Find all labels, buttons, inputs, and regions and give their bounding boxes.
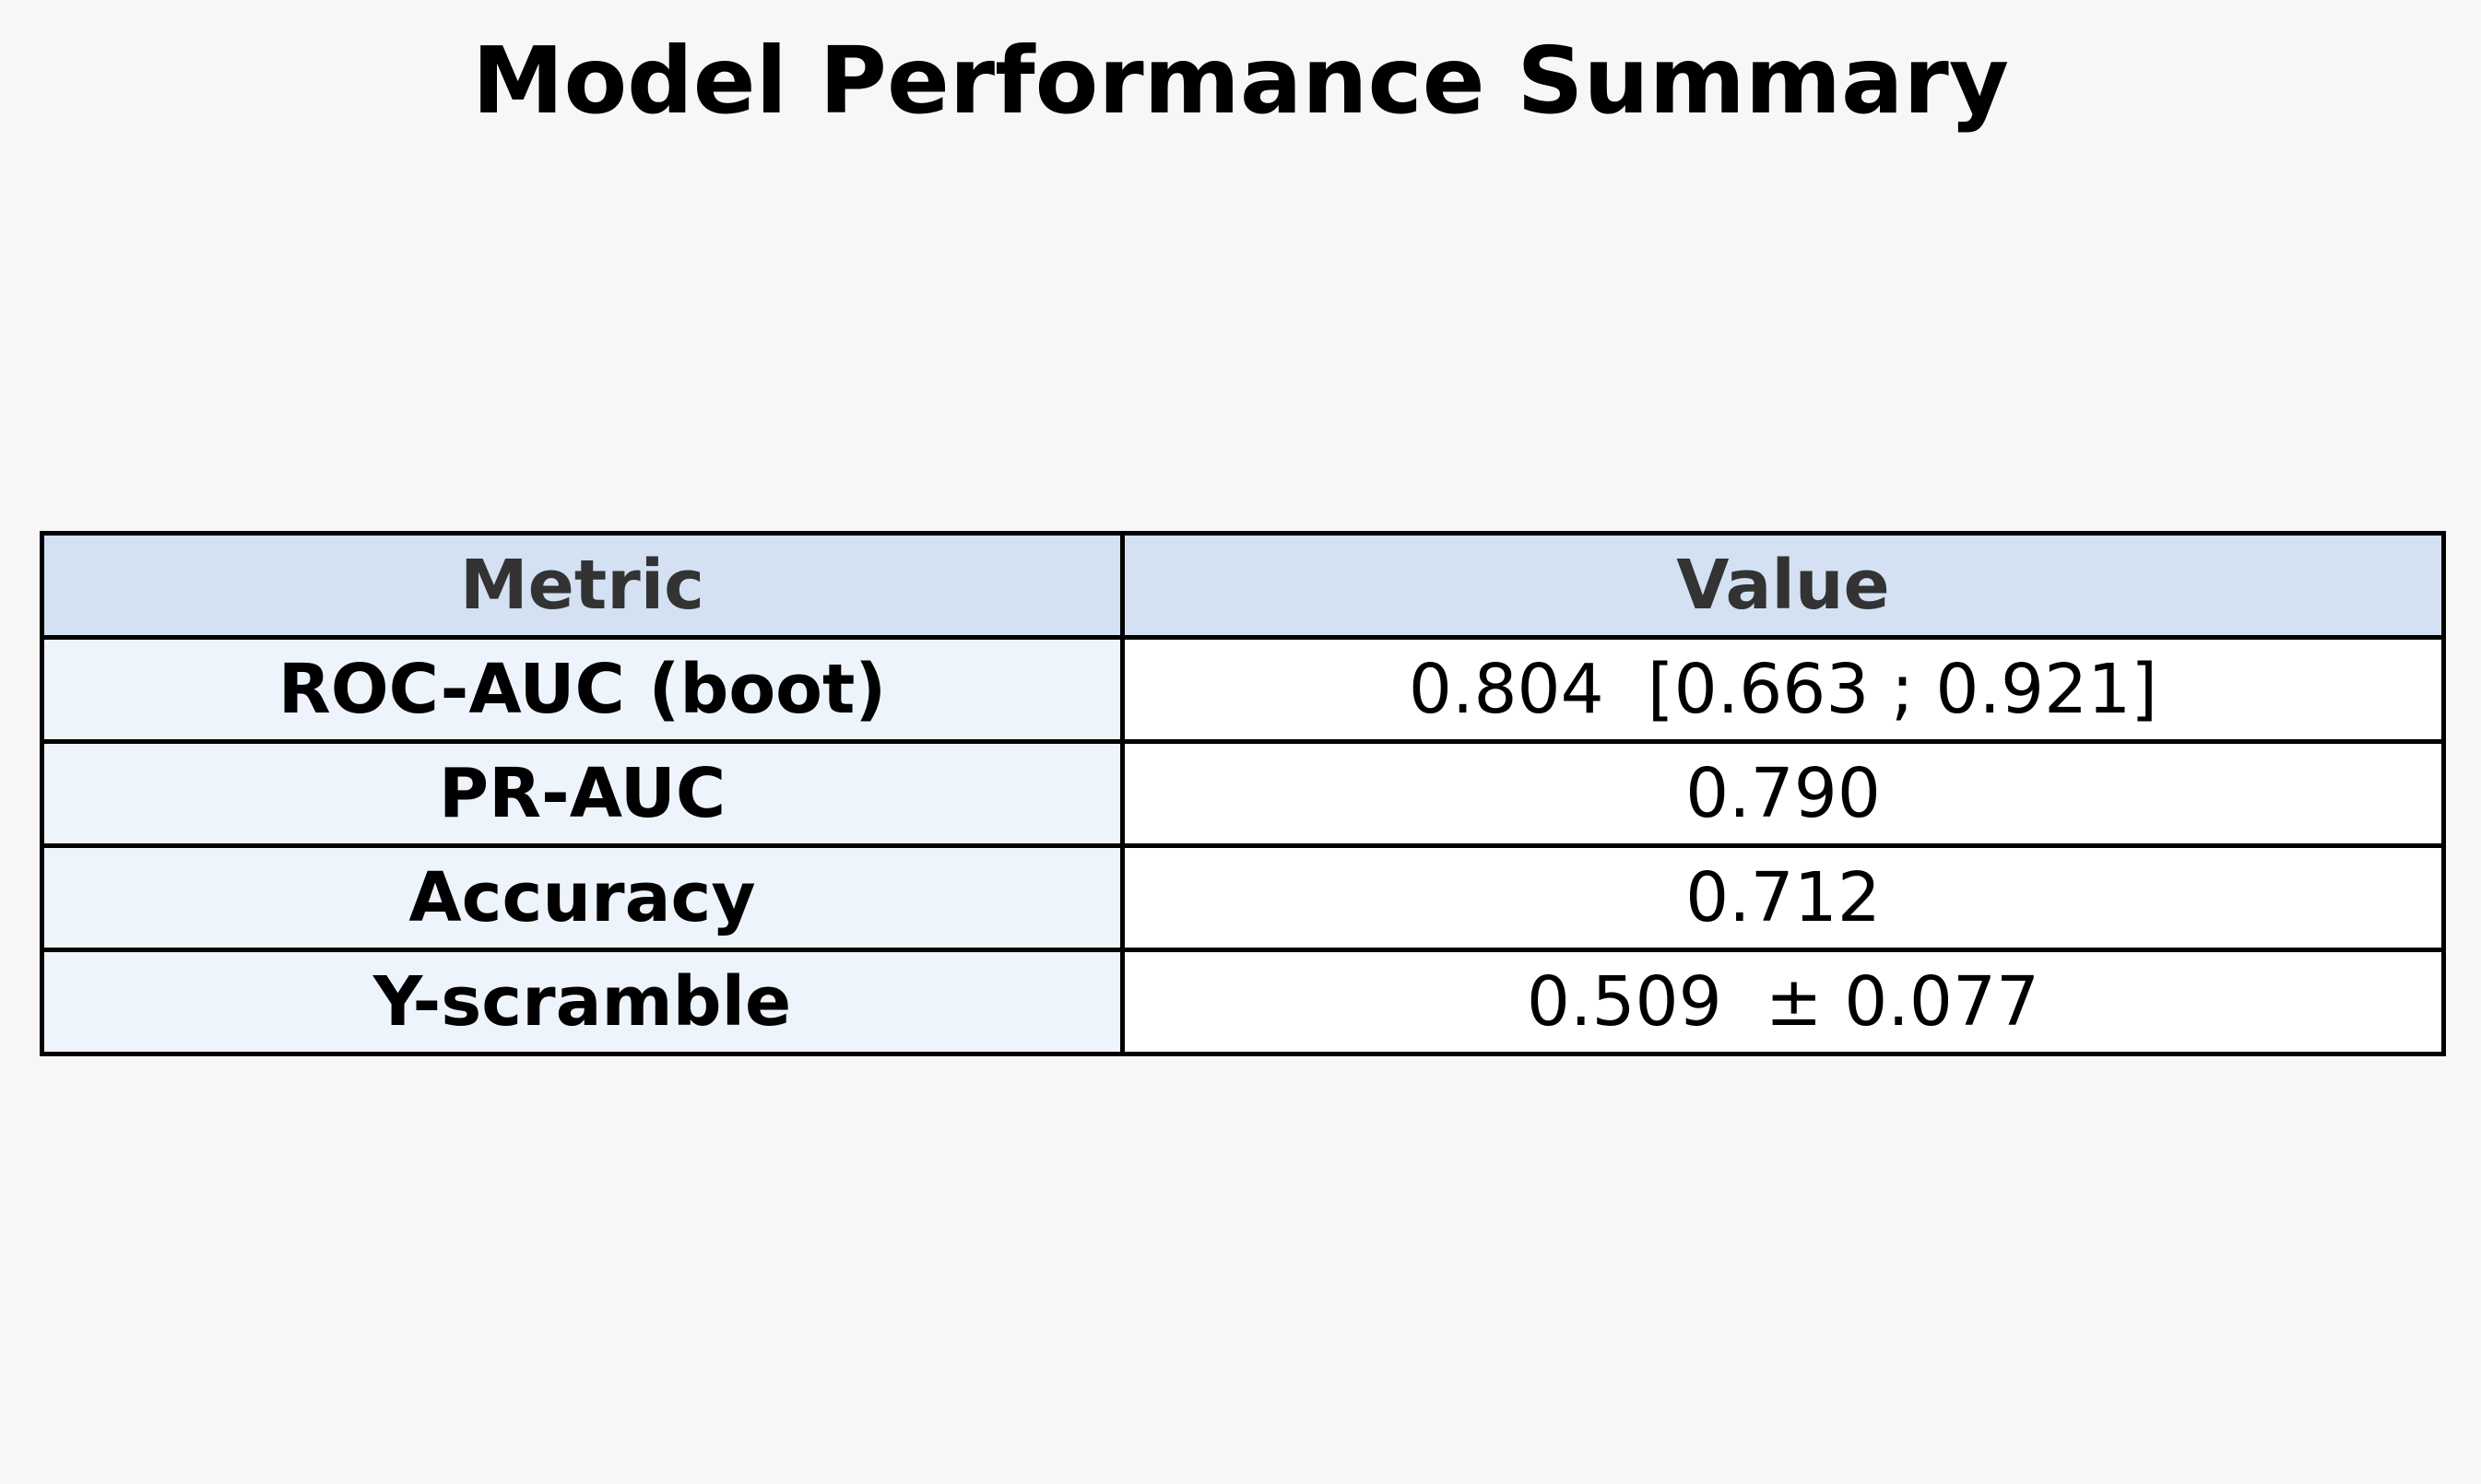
table-title: Model Performance Summary	[471, 27, 2010, 135]
table-row: Accuracy 0.712	[40, 843, 2446, 952]
metric-cell: Accuracy	[40, 843, 1125, 952]
value-cell: 0.790	[1120, 739, 2446, 848]
table-row: Y-scramble 0.509 ± 0.077	[40, 948, 2446, 1056]
table-row: PR-AUC 0.790	[40, 739, 2446, 848]
value-cell: 0.804 [0.663 ; 0.921]	[1120, 635, 2446, 744]
metric-cell: PR-AUC	[40, 739, 1125, 848]
metric-cell: Y-scramble	[40, 948, 1125, 1056]
header-row: Metric Value	[40, 531, 2446, 640]
performance-table: Metric Value ROC-AUC (boot) 0.804 [0.663…	[40, 531, 2446, 1056]
value-cell: 0.509 ± 0.077	[1120, 948, 2446, 1056]
header-value: Value	[1120, 531, 2446, 640]
value-cell: 0.712	[1120, 843, 2446, 952]
table-row: ROC-AUC (boot) 0.804 [0.663 ; 0.921]	[40, 635, 2446, 744]
header-metric: Metric	[40, 531, 1125, 640]
metric-cell: ROC-AUC (boot)	[40, 635, 1125, 744]
